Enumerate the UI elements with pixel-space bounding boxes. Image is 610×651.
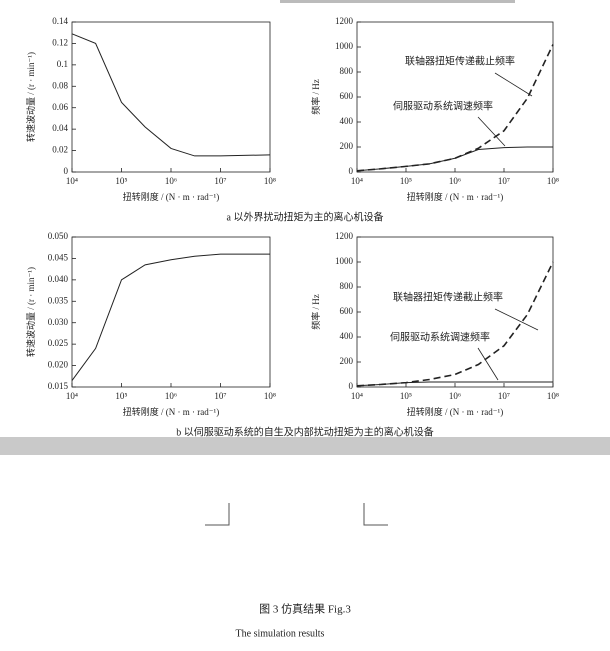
x-tick-label: 10⁴ — [66, 176, 78, 186]
y-tick-label: 0.050 — [48, 231, 69, 241]
y-tick-label: 0.040 — [48, 274, 69, 284]
x-axis-label: 扭转刚度 / (N · m · rad⁻¹) — [407, 406, 503, 417]
plot-frame — [356, 21, 554, 173]
y-tick-label: 0.06 — [52, 102, 68, 112]
y-tick-label: 0 — [349, 381, 354, 391]
y-axis-label: 转速波动量 / (r · min⁻¹) — [25, 267, 36, 357]
series-line — [356, 381, 553, 387]
x-axis-label: 扭转刚度 / (N · m · rad⁻¹) — [407, 191, 503, 202]
y-tick-label: 0.015 — [48, 381, 69, 391]
y-axis-label: 频率 / Hz — [310, 294, 321, 330]
x-tick-label: 10⁸ — [547, 176, 559, 186]
x-tick-label: 10⁴ — [351, 176, 363, 186]
x-tick-label: 10⁴ — [351, 391, 363, 401]
y-tick-label: 800 — [340, 281, 354, 291]
x-tick-label: 10⁷ — [498, 391, 510, 401]
y-tick-label: 0.030 — [48, 317, 69, 327]
y-tick-label: 1200 — [335, 16, 354, 26]
x-tick-label: 10⁶ — [449, 176, 461, 186]
y-tick-label: 600 — [340, 306, 354, 316]
subcaption: a 以外界扰动扭矩为主的离心机设备 — [227, 210, 384, 223]
x-axis-label: 扭转刚度 / (N · m · rad⁻¹) — [123, 406, 219, 417]
y-tick-label: 600 — [340, 91, 354, 101]
top-strip — [280, 0, 515, 3]
y-tick-label: 0.035 — [48, 295, 69, 305]
plot-frame — [71, 21, 271, 173]
series-line — [71, 253, 270, 381]
figure-caption: 图 3 仿真结果 Fig.3 — [259, 602, 351, 616]
x-tick-label: 10⁵ — [115, 176, 127, 186]
leader-line — [494, 308, 539, 331]
x-tick-label: 10⁵ — [400, 391, 412, 401]
y-tick-label: 0.1 — [57, 59, 68, 69]
series-annotation: 伺服驱动系统调速频率 — [390, 330, 490, 343]
subcaption: b 以伺服驱动系统的自生及内部扰动扭矩为主的离心机设备 — [176, 425, 434, 438]
y-tick-label: 0.045 — [48, 252, 69, 262]
y-tick-label: 400 — [340, 116, 354, 126]
y-tick-label: 400 — [340, 331, 354, 341]
series-annotation: 伺服驱动系统调速频率 — [393, 99, 493, 112]
y-tick-label: 0.025 — [48, 338, 69, 348]
x-tick-label: 10⁶ — [165, 176, 177, 186]
series-line — [71, 33, 271, 157]
y-tick-label: 0.02 — [52, 145, 68, 155]
y-tick-label: 1000 — [335, 41, 354, 51]
y-tick-label: 0.020 — [48, 360, 69, 370]
x-tick-label: 10⁷ — [214, 391, 226, 401]
x-tick-label: 10⁵ — [115, 391, 127, 401]
gray-band — [0, 437, 610, 455]
corner-mark — [363, 503, 388, 526]
leader-line — [477, 116, 506, 147]
x-tick-label: 10⁵ — [400, 176, 412, 186]
y-tick-label: 0.08 — [52, 80, 68, 90]
y-tick-label: 0.04 — [52, 123, 68, 133]
x-axis-label: 扭转刚度 / (N · m · rad⁻¹) — [123, 191, 219, 202]
series-annotation: 联轴器扭矩传递截止频率 — [393, 290, 503, 303]
figure-caption-en: The simulation results — [236, 628, 325, 639]
x-tick-label: 10⁷ — [214, 176, 226, 186]
series-line — [356, 261, 554, 387]
y-tick-label: 0.14 — [52, 16, 68, 26]
x-tick-label: 10⁷ — [498, 176, 510, 186]
series-annotation: 联轴器扭矩传递截止频率 — [405, 54, 515, 67]
plot-frame — [356, 236, 554, 388]
leader-line — [477, 347, 499, 381]
y-axis-label: 频率 / Hz — [310, 79, 321, 115]
y-tick-label: 200 — [340, 141, 354, 151]
y-tick-label: 1200 — [335, 231, 354, 241]
y-tick-label: 0 — [349, 166, 354, 176]
y-tick-label: 200 — [340, 356, 354, 366]
y-tick-label: 1000 — [335, 256, 354, 266]
x-tick-label: 10⁴ — [66, 391, 78, 401]
series-line — [356, 146, 553, 172]
x-tick-label: 10⁶ — [165, 391, 177, 401]
x-tick-label: 10⁸ — [547, 391, 559, 401]
series-line — [356, 44, 554, 172]
leader-line — [494, 72, 533, 97]
x-tick-label: 10⁸ — [264, 391, 276, 401]
corner-mark — [205, 503, 230, 526]
y-tick-label: 800 — [340, 66, 354, 76]
y-axis-label: 转速波动量 / (r · min⁻¹) — [25, 52, 36, 142]
x-tick-label: 10⁸ — [264, 176, 276, 186]
y-tick-label: 0.12 — [52, 37, 68, 47]
x-tick-label: 10⁶ — [449, 391, 461, 401]
y-tick-label: 0 — [64, 166, 69, 176]
